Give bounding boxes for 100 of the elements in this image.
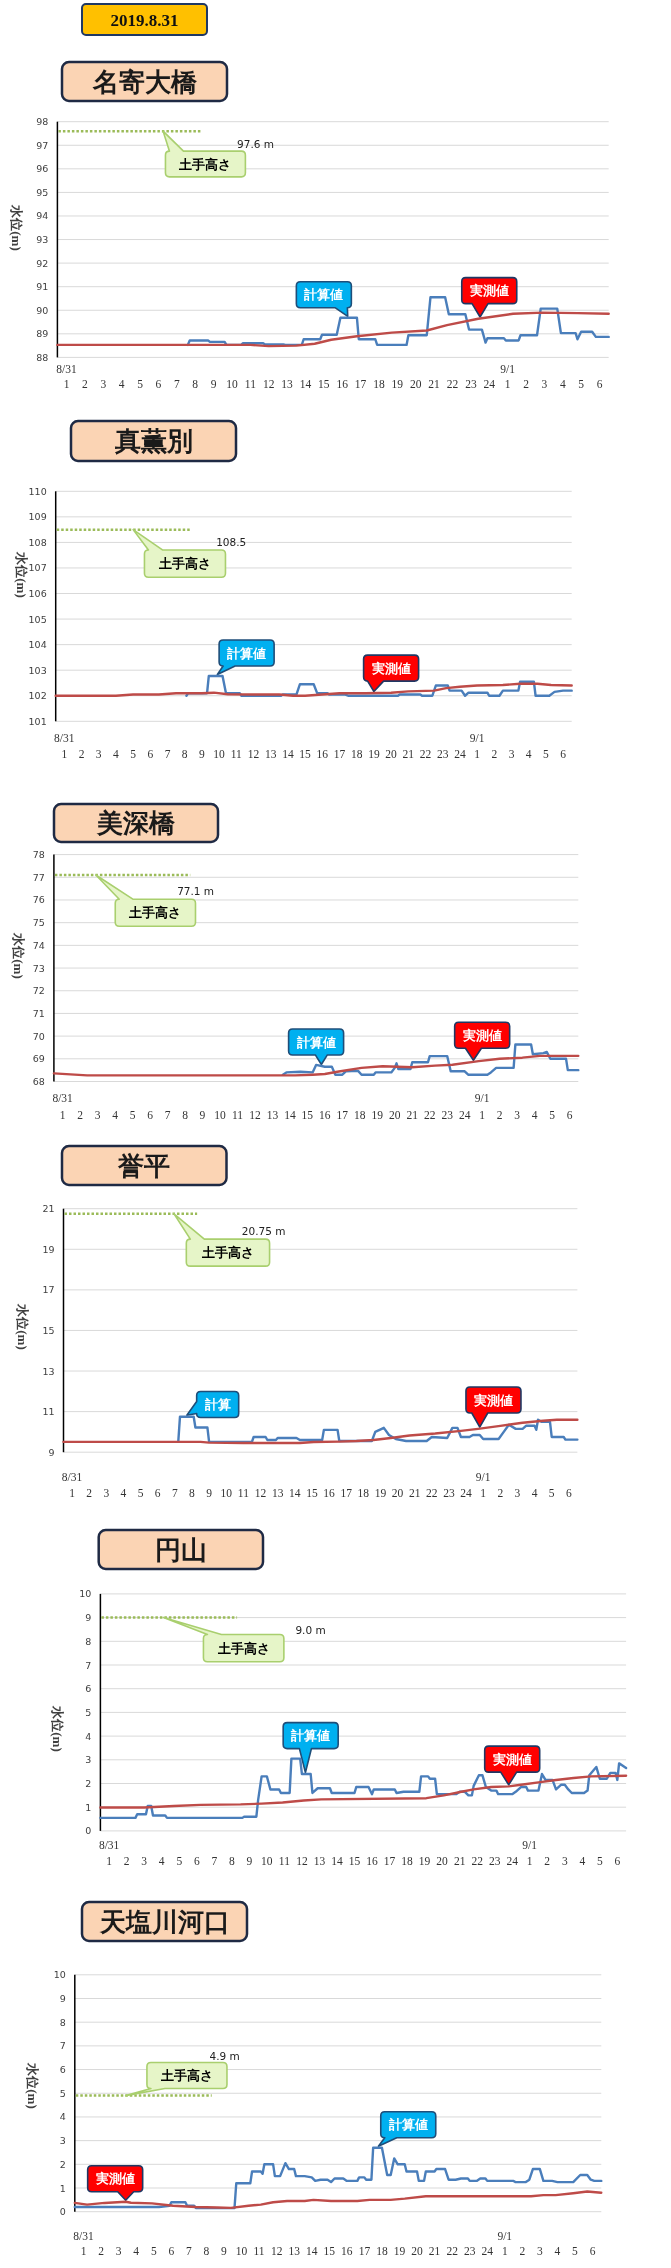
y-tick-label: 2 [59,2158,66,2170]
y-tick-label: 96 [36,163,49,175]
x-tick-label: 6 [147,748,154,760]
x-tick-label: 6 [147,1109,154,1121]
line-series [185,674,573,697]
x-tick-label: 2 [523,378,530,390]
chart-title: 名寄大橋 [91,67,198,97]
text: 8/31 [54,732,75,744]
x-tick-label: 3 [94,1109,101,1121]
y-tick-label: 92 [36,257,49,269]
x-tick-label: 5 [176,1855,183,1867]
series-label: 実測値 [94,2171,135,2187]
x-tick-label: 5 [572,2245,579,2257]
y-tick-label: 78 [32,849,45,861]
x-tick-label: 11 [244,378,257,390]
x-tick-label: 10 [235,2245,248,2257]
x-tick-label: 20 [385,748,398,760]
x-tick-label: 18 [350,748,363,760]
y-tick-label: 15 [42,1324,55,1336]
x-tick-label: 16 [366,1855,379,1867]
x-tick-label: 5 [596,1855,603,1867]
x-tick-label: 4 [559,378,566,390]
x-tick-label: 3 [508,748,515,760]
x-tick-label: 22 [446,378,459,390]
x-tick-label: 16 [316,748,329,760]
series-label: 計算値 [290,1728,331,1744]
x-tick-label: 14 [284,1109,296,1121]
y-tick-label: 71 [32,1007,45,1019]
x-tick-label: 3 [541,378,548,390]
y-tick-label: 104 [28,639,47,651]
ref-line-label: 土手高さ [216,1640,270,1656]
y-tick-label: 8 [59,2016,66,2028]
x-tick-label: 20 [436,1855,449,1867]
x-tick-label: 13 [313,1855,326,1867]
x-tick-label: 5 [543,748,550,760]
y-tick-label: 105 [28,613,47,625]
x-tick-label: 8 [182,1109,189,1121]
x-tick-label: 9 [199,1109,206,1121]
x-tick-label: 7 [173,378,180,390]
x-tick-label: 2 [496,1109,503,1121]
text: 9/1 [497,2230,513,2242]
series-label: 実測値 [461,1027,502,1043]
line-series [52,1054,580,1077]
x-tick-label: 16 [319,1109,331,1121]
x-tick-label: 2 [77,1109,84,1121]
y-axis-title: 水位(m) [50,1705,65,1752]
x-tick-label: 4 [133,2245,140,2257]
x-tick-label: 9 [246,1855,253,1867]
x-tick-label: 1 [69,1487,76,1499]
x-tick-label: 13 [271,1487,284,1499]
y-tick-label: 10 [53,1969,66,1981]
y-tick-label: 6 [59,2064,66,2076]
x-tick-label: 11 [237,1487,250,1499]
x-tick-label: 24 [460,1487,473,1499]
x-tick-label: 5 [549,1109,556,1121]
y-tick-label: 3 [59,2135,66,2147]
x-tick-label: 11 [253,2245,265,2257]
series-label: 計算値 [387,2117,428,2133]
x-tick-label: 23 [443,1487,455,1499]
x-tick-label: 20 [389,1109,401,1121]
y-tick-label: 1 [59,2182,66,2194]
y-tick-label: 4 [85,1730,92,1742]
x-tick-label: 12 [262,378,275,390]
ref-line-label: 土手高さ [178,156,232,172]
x-tick-label: 18 [401,1855,414,1867]
x-tick-label: 3 [514,1109,521,1121]
x-tick-label: 14 [289,1487,301,1499]
x-tick-label: 23 [465,378,477,390]
x-tick-label: 6 [589,2245,596,2257]
y-tick-label: 77 [32,871,45,883]
x-tick-label: 22 [471,1855,484,1867]
x-tick-label: 10 [220,1487,233,1499]
x-tick-label: 17 [336,1109,349,1121]
x-tick-label: 8 [203,2245,210,2257]
line-series [54,682,573,697]
x-tick-label: 24 [454,748,466,760]
x-tick-label: 6 [560,748,567,760]
text: 8/31 [52,1092,74,1104]
x-tick-label: 7 [186,2245,192,2257]
x-tick-label: 8 [228,1855,235,1867]
x-tick-label: 15 [323,2245,336,2257]
x-tick-label: 1 [106,1855,113,1867]
x-tick-label: 7 [171,1487,178,1499]
y-tick-label: 76 [32,894,45,906]
x-tick-label: 22 [426,1487,438,1499]
x-tick-label: 22 [419,748,432,760]
series-label: 計算値 [295,1034,336,1050]
x-tick-label: 13 [266,1109,279,1121]
line-series [73,2146,603,2210]
x-tick-label: 22 [446,2245,459,2257]
y-tick-label: 74 [32,939,45,951]
x-tick-label: 2 [491,748,498,760]
y-tick-label: 73 [32,962,45,974]
x-tick-label: 5 [137,1487,144,1499]
x-tick-label: 1 [501,2245,508,2257]
x-tick-label: 23 [463,2245,476,2257]
y-tick-label: 106 [28,588,47,600]
line-series [56,311,610,348]
x-tick-label: 19 [391,378,404,390]
x-tick-label: 4 [531,1109,538,1121]
